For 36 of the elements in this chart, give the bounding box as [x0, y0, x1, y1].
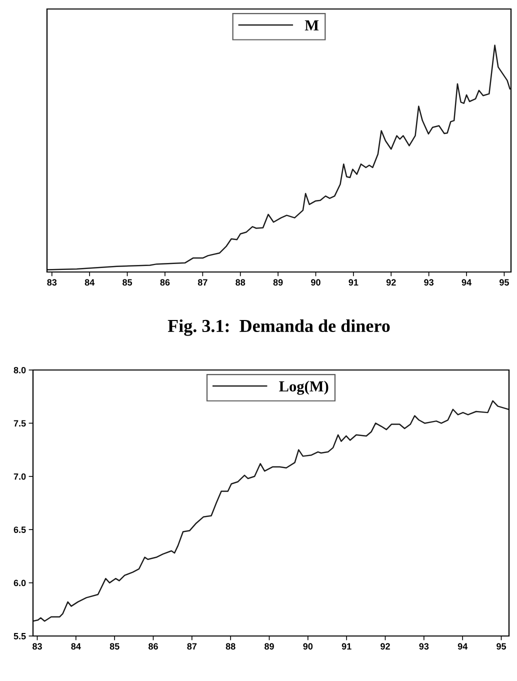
x-tick-label: 94: [462, 279, 472, 286]
x-tick-label: 90: [311, 279, 320, 286]
x-tick-label: 87: [198, 279, 208, 286]
x-tick-label: 86: [148, 643, 158, 650]
x-tick-label: 85: [110, 643, 120, 650]
y-tick-label: 5.5: [14, 633, 26, 640]
x-tick-label: 95: [500, 279, 509, 286]
x-tick-label: 91: [342, 643, 352, 650]
x-tick-label: 85: [122, 279, 132, 286]
x-tick-label: 83: [32, 643, 42, 650]
x-tick-label: 89: [273, 279, 283, 286]
x-tick-label: 93: [424, 279, 434, 286]
x-tick-label: 86: [160, 279, 170, 286]
line-series: [33, 400, 509, 622]
y-tick-label: 7.5: [14, 420, 26, 427]
x-tick-label: 90: [303, 643, 313, 650]
x-tick-label: 92: [380, 643, 390, 650]
x-tick-label: 88: [226, 643, 236, 650]
x-tick-label: 95: [496, 643, 506, 650]
legend-label: Log(M): [279, 380, 328, 395]
x-tick-label: 87: [187, 643, 197, 650]
y-tick-label: 8.0: [14, 366, 26, 374]
x-tick-label: 84: [71, 643, 81, 650]
x-tick-label: 83: [47, 279, 57, 286]
y-tick-label: 6.0: [14, 580, 26, 586]
x-tick-label: 89: [264, 643, 274, 650]
y-tick-label: 7.0: [14, 473, 26, 480]
x-tick-label: 84: [84, 279, 95, 286]
x-tick-label: 94: [458, 643, 468, 650]
x-tick-label: 88: [236, 279, 246, 286]
y-tick-label: 6.5: [14, 526, 26, 533]
caption: Fig. 3.1: Demanda de dinero: [168, 319, 390, 336]
x-tick-label: 92: [386, 279, 396, 286]
legend-label: M: [304, 20, 319, 30]
x-tick-label: 91: [348, 279, 358, 286]
x-tick-label: 93: [419, 643, 429, 650]
